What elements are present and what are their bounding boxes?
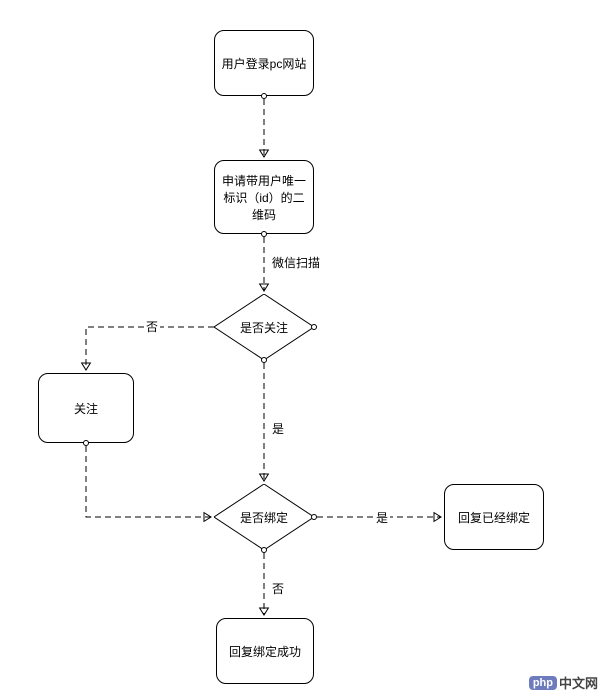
- port-dot: [261, 93, 267, 99]
- node-label: 是否绑定: [240, 509, 288, 526]
- node-reply-success: 回复绑定成功: [216, 618, 314, 684]
- node-qrcode: 申请带用户唯一标识（id）的二维码: [214, 160, 314, 234]
- node-label: 回复绑定成功: [229, 643, 301, 660]
- arrow-icon: [260, 284, 269, 291]
- port-dot: [261, 547, 267, 553]
- arrow-icon: [82, 363, 91, 370]
- port-dot: [261, 231, 267, 237]
- node-label: 申请带用户唯一标识（id）的二维码: [219, 172, 309, 223]
- edge-label: 否: [270, 580, 286, 597]
- arrow-icon: [204, 513, 211, 522]
- node-login: 用户登录pc网站: [214, 30, 314, 96]
- node-label: 回复已经绑定: [458, 509, 530, 526]
- node-label: 是否关注: [240, 319, 288, 336]
- edge-label: 微信扫描: [270, 254, 322, 271]
- edge: [86, 446, 211, 517]
- node-reply-bound: 回复已经绑定: [444, 484, 544, 550]
- edge-label: 否: [144, 318, 160, 335]
- edge-label: 是: [270, 420, 286, 437]
- edge-label: 是: [374, 509, 390, 526]
- arrow-icon: [434, 513, 441, 522]
- arrow-icon: [260, 150, 269, 157]
- logo-prefix: php: [529, 676, 557, 690]
- logo-text: 中文网: [559, 673, 598, 692]
- logo-phpcn: php 中文网: [529, 673, 598, 692]
- node-label: 用户登录pc网站: [222, 55, 307, 72]
- node-follow: 关注: [38, 373, 134, 443]
- port-dot: [83, 440, 89, 446]
- port-dot: [311, 324, 317, 330]
- arrow-icon: [260, 608, 269, 615]
- arrow-icon: [260, 474, 269, 481]
- port-dot: [311, 514, 317, 520]
- node-has-followed: 是否关注: [214, 294, 314, 360]
- node-has-bound: 是否绑定: [214, 484, 314, 550]
- node-label: 关注: [74, 400, 98, 417]
- port-dot: [261, 357, 267, 363]
